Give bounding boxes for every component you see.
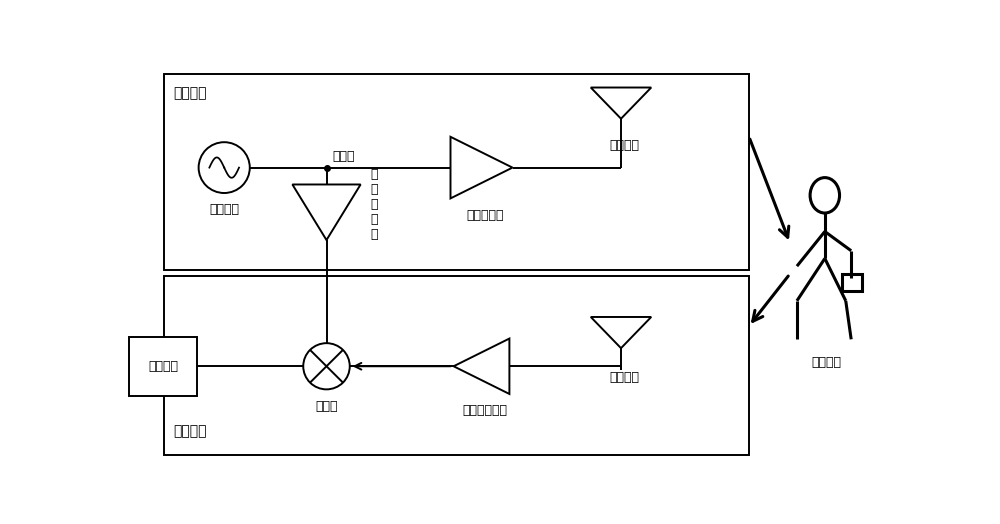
Text: 接收天线: 接收天线: [610, 370, 640, 384]
Text: 目标人体: 目标人体: [811, 356, 841, 369]
Text: 接收单元: 接收单元: [173, 424, 207, 438]
Text: 驱
动
放
大
器: 驱 动 放 大 器: [370, 168, 377, 241]
Bar: [842, 274, 862, 291]
Text: 低噪声放大器: 低噪声放大器: [463, 405, 508, 418]
Bar: [164, 74, 749, 270]
Text: 发射单元: 发射单元: [173, 86, 207, 100]
Text: 耦合器: 耦合器: [333, 150, 355, 163]
Text: 功率放大器: 功率放大器: [467, 209, 504, 222]
Bar: [129, 337, 197, 396]
Bar: [164, 276, 749, 455]
Text: 混频器: 混频器: [315, 400, 338, 413]
Text: 交流电源: 交流电源: [209, 203, 239, 216]
Text: 发射天线: 发射天线: [610, 139, 640, 152]
Text: 控制模块: 控制模块: [148, 360, 178, 373]
